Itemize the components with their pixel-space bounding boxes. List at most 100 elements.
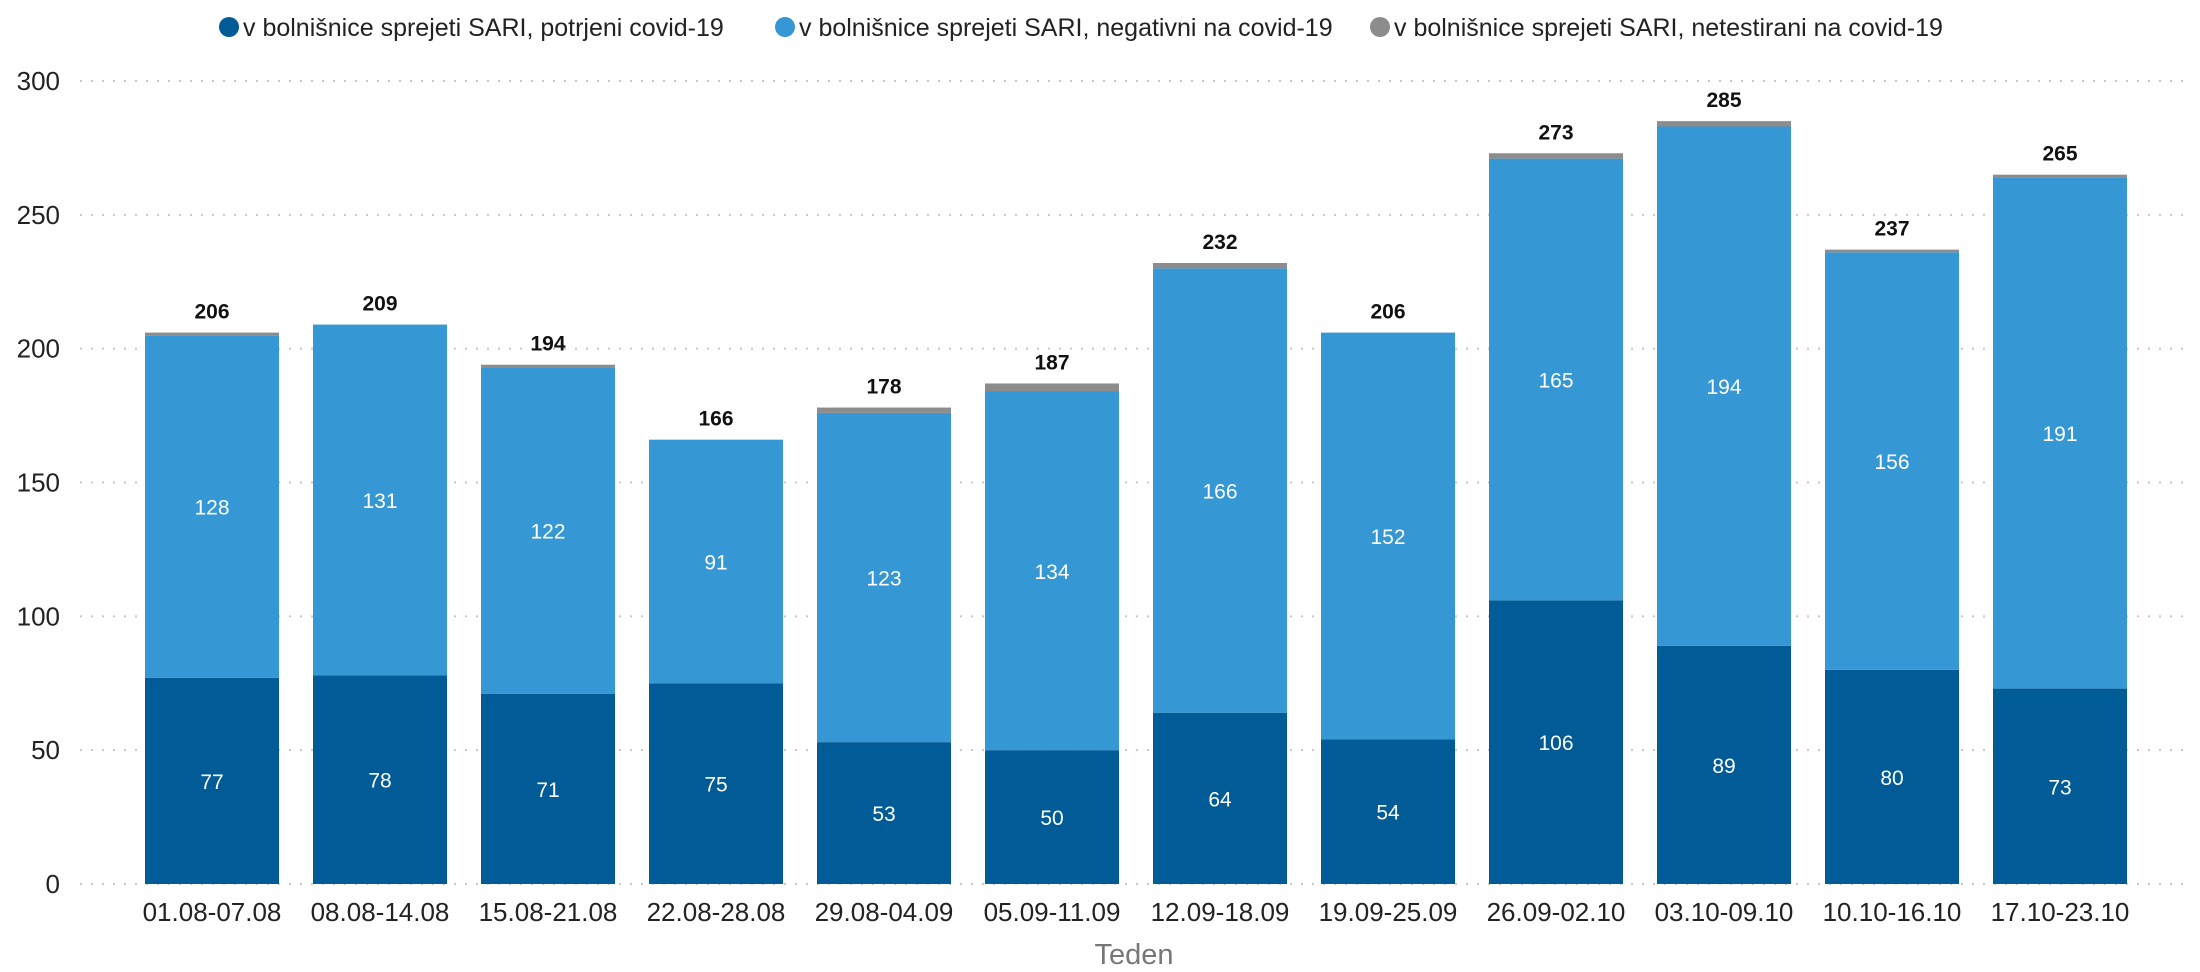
data-label-negative: 191 — [2042, 423, 2077, 446]
data-label-confirmed: 64 — [1208, 788, 1232, 811]
data-label-confirmed: 78 — [368, 770, 391, 793]
bar-segment-negative — [313, 324, 447, 676]
bar-segment-negative — [1825, 252, 1959, 670]
data-label-confirmed: 50 — [1040, 807, 1063, 830]
y-tick-label: 0 — [46, 869, 60, 899]
bar-segment-negative — [1153, 268, 1287, 713]
total-label: 206 — [1370, 301, 1405, 324]
x-axis-title: Teden — [1094, 939, 1173, 971]
x-tick-label: 03.10-09.10 — [1655, 897, 1794, 927]
bar-segment-negative — [649, 439, 783, 684]
bar-segment-negative — [1321, 332, 1455, 740]
data-label-confirmed: 80 — [1880, 767, 1903, 790]
bar-segment-negative — [1993, 177, 2127, 689]
x-tick-label: 29.08-04.09 — [815, 897, 954, 927]
data-label-confirmed: 89 — [1712, 755, 1735, 778]
bar-stack: 89 194 285 — [1657, 89, 1791, 884]
total-label: 178 — [866, 376, 901, 399]
bar-stack: 80 156 237 — [1825, 218, 1959, 884]
total-label: 285 — [1706, 89, 1741, 112]
data-label-confirmed: 106 — [1538, 732, 1573, 755]
legend-label-confirmed: v bolnišnice sprejeti SARI, potrjeni cov… — [243, 14, 724, 42]
bar-segment-confirmed — [649, 683, 783, 884]
legend-label-untested: v bolnišnice sprejeti SARI, netestirani … — [1394, 14, 1943, 42]
data-label-negative: 166 — [1202, 481, 1237, 504]
y-axis: 0 50 100 150 200 250 300 — [17, 66, 60, 899]
bar-segment-confirmed — [145, 677, 279, 884]
data-label-negative: 134 — [1034, 561, 1069, 584]
bar-segment-confirmed — [1153, 712, 1287, 884]
x-tick-label: 12.09-18.09 — [1151, 897, 1290, 927]
total-label: 265 — [2042, 143, 2077, 166]
data-label-negative: 131 — [362, 490, 397, 513]
bar-segment-confirmed — [985, 750, 1119, 884]
bar-segment-confirmed — [313, 675, 447, 884]
x-tick-label: 10.10-16.10 — [1823, 897, 1962, 927]
legend-marker-confirmed — [219, 17, 239, 37]
y-tick-label: 200 — [17, 334, 60, 364]
x-tick-label: 26.09-02.10 — [1487, 897, 1626, 927]
bar-stack: 75 91 166 — [649, 408, 783, 884]
data-label-negative: 123 — [866, 568, 901, 591]
bar-segment-confirmed — [1993, 688, 2127, 884]
bar-segment-negative — [481, 367, 615, 694]
data-label-negative: 152 — [1370, 526, 1405, 549]
data-label-confirmed: 75 — [704, 774, 727, 797]
bar-segment-untested — [1825, 249, 1959, 253]
bar-segment-confirmed — [481, 693, 615, 884]
bar-segment-untested — [1489, 153, 1623, 159]
bar-stack: 77 128 206 — [145, 301, 279, 884]
total-label: 166 — [698, 408, 733, 431]
total-label: 237 — [1874, 218, 1909, 241]
x-tick-label: 08.08-14.08 — [311, 897, 450, 927]
x-axis: 01.08-07.08 08.08-14.08 15.08-21.08 22.08-2… — [143, 897, 2130, 927]
bar-segment-confirmed — [1321, 739, 1455, 884]
x-tick-label: 15.08-21.08 — [479, 897, 618, 927]
y-tick-label: 250 — [17, 200, 60, 230]
x-tick-label: 05.09-11.09 — [984, 897, 1121, 927]
total-label: 232 — [1202, 231, 1237, 254]
bar-segment-negative — [1657, 126, 1791, 646]
data-label-confirmed: 53 — [872, 803, 895, 826]
x-tick-label: 19.09-25.09 — [1319, 897, 1458, 927]
legend-marker-negative — [775, 17, 795, 37]
legend-label-negative: v bolnišnice sprejeti SARI, negativni na… — [799, 14, 1333, 42]
total-label: 206 — [194, 301, 229, 324]
data-label-negative: 128 — [194, 497, 229, 520]
data-label-negative: 165 — [1538, 369, 1573, 392]
bar-segment-untested — [481, 364, 615, 368]
total-label: 273 — [1538, 121, 1573, 144]
bar-segment-negative — [1489, 158, 1623, 601]
bar-segment-negative — [985, 391, 1119, 751]
bar-segment-untested — [145, 332, 279, 336]
total-label: 209 — [362, 293, 397, 316]
y-tick-label: 100 — [17, 601, 60, 631]
data-label-confirmed: 73 — [2048, 776, 2071, 799]
x-tick-label: 01.08-07.08 — [143, 897, 282, 927]
bar-segment-untested — [1657, 121, 1791, 127]
data-label-negative: 122 — [530, 521, 565, 544]
bar-segment-untested — [817, 407, 951, 413]
y-tick-label: 300 — [17, 66, 60, 96]
bar-stack: 54 152 206 — [1321, 301, 1455, 884]
data-label-confirmed: 54 — [1376, 802, 1400, 825]
bars: 7712820678131209711221947591166531231785… — [145, 89, 2127, 884]
bar-stack: 50 134 187 — [985, 351, 1119, 884]
bar-stack: 64 166 232 — [1153, 231, 1287, 884]
bar-stack: 78 131 209 — [313, 293, 447, 884]
bar-segment-untested — [1153, 263, 1287, 269]
bar-stack: 71 122 194 — [481, 333, 615, 884]
bar-stack: 106 165 273 — [1489, 121, 1623, 884]
bar-stack: 73 191 265 — [1993, 143, 2127, 884]
bar-segment-untested — [1993, 174, 2127, 178]
x-tick-label: 17.10-23.10 — [1991, 897, 2130, 927]
data-label-negative: 91 — [704, 551, 727, 574]
total-label: 187 — [1034, 351, 1069, 374]
y-tick-label: 50 — [31, 735, 60, 765]
bar-segment-confirmed — [1489, 600, 1623, 884]
bar-segment-negative — [817, 412, 951, 743]
bar-segment-negative — [145, 335, 279, 678]
x-tick-label: 22.08-28.08 — [647, 897, 786, 927]
